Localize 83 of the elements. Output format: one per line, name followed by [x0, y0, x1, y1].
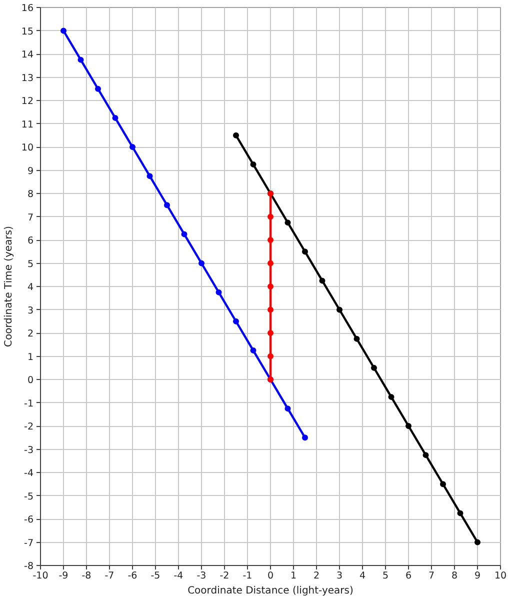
x-tick-label: -9 [58, 570, 68, 582]
y-tick-label: 0 [27, 375, 34, 386]
point [233, 318, 239, 324]
point [284, 220, 291, 226]
y-tick-label: -4 [24, 468, 34, 479]
point [268, 237, 274, 243]
point [146, 173, 153, 180]
point [371, 364, 377, 371]
y-tick-label: 14 [21, 50, 34, 60]
y-tick-label: -6 [24, 514, 34, 526]
x-tick-label: 4 [359, 570, 366, 582]
x-tick-label: 1 [290, 570, 297, 582]
point [60, 28, 66, 34]
point [457, 510, 464, 516]
x-tick-label: -1 [242, 570, 252, 582]
point [406, 423, 412, 429]
x-tick-label: 0 [267, 570, 274, 582]
point [302, 248, 308, 255]
point [268, 353, 274, 360]
x-tick-label: -8 [82, 570, 92, 582]
point [216, 289, 222, 296]
x-tick-label: 10 [494, 570, 507, 582]
x-tick-label: -4 [174, 570, 184, 582]
point [388, 394, 394, 400]
point [422, 452, 429, 458]
y-tick-label: 8 [27, 189, 34, 200]
y-tick-label: 5 [27, 258, 34, 270]
y-tick-label: -8 [24, 561, 34, 572]
y-tick-label: 13 [21, 72, 34, 84]
y-axis-title: Coordinate Time (years) [3, 226, 14, 347]
point [198, 260, 204, 266]
point [250, 347, 256, 354]
point [284, 406, 291, 412]
y-tick-label: 7 [27, 212, 34, 224]
y-tick-label: 10 [21, 142, 34, 154]
y-tick-label: 15 [21, 26, 34, 38]
x-tick-label: -2 [220, 570, 230, 582]
x-tick-label: -10 [32, 570, 48, 582]
y-tick-label: 4 [27, 282, 34, 293]
point [474, 539, 480, 546]
point [268, 214, 274, 220]
point [336, 306, 342, 313]
y-tick-label: 11 [21, 119, 34, 130]
x-tick-label: -7 [104, 570, 114, 582]
y-tick-label: 3 [27, 305, 34, 316]
point [440, 481, 446, 488]
point [164, 202, 170, 208]
x-tick-label: 7 [428, 570, 435, 582]
point [302, 434, 308, 441]
x-tick-label: -3 [196, 570, 206, 582]
point [354, 336, 360, 342]
y-tick-label: -3 [24, 444, 34, 456]
x-tick-label: 5 [382, 570, 389, 582]
point [233, 132, 239, 138]
point [95, 86, 101, 92]
point [268, 260, 274, 266]
point [78, 56, 84, 63]
y-tick-label: -1 [24, 398, 34, 410]
y-tick-label: 2 [27, 328, 34, 340]
point [268, 284, 274, 290]
x-tick-label: 2 [313, 570, 320, 582]
point [268, 306, 274, 313]
x-tick-label: 9 [474, 570, 481, 582]
y-tick-label: 1 [27, 352, 34, 363]
point [112, 114, 118, 121]
x-tick-label: -5 [150, 570, 160, 582]
y-tick-label: 12 [21, 96, 34, 107]
point [130, 144, 136, 150]
point [268, 330, 274, 336]
x-axis-title: Coordinate Distance (light-years) [188, 586, 354, 596]
y-tick-label: -7 [24, 538, 34, 549]
point [181, 231, 188, 238]
y-tick-label: 6 [27, 236, 34, 246]
point [250, 161, 256, 168]
y-tick-label: 16 [21, 3, 34, 14]
x-tick-label: -6 [128, 570, 138, 582]
y-tick-label: -2 [24, 422, 34, 432]
point [319, 278, 326, 284]
y-tick-label: -5 [24, 491, 34, 502]
x-tick-label: 3 [336, 570, 343, 582]
y-tick-label: 9 [27, 166, 34, 177]
x-tick-label: 8 [451, 570, 458, 582]
x-tick-label: 6 [405, 570, 412, 582]
